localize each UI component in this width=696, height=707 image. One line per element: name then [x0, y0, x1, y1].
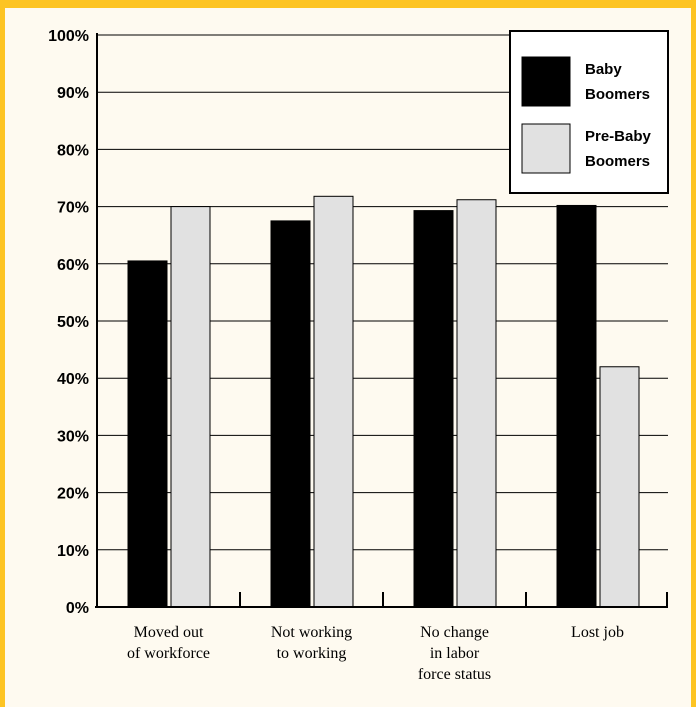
legend-label-baby-boomers-line2: Boomers [585, 86, 650, 103]
bar-pre-baby-boomers [170, 206, 211, 608]
bar-baby-boomers [127, 260, 168, 608]
legend-label-pre-baby-boomers-line1: Pre-Baby [585, 128, 652, 145]
bar-baby-boomers [270, 220, 311, 608]
legend-label-baby-boomers-line1: Baby [585, 61, 622, 78]
x-category-label: No change in labor force status [418, 624, 491, 683]
legend: Baby Boomers Pre-Baby Boomers [509, 30, 669, 194]
y-tick-label: 70% [57, 200, 89, 217]
x-category-labels: Moved out of workforce Not working to worki… [127, 624, 624, 683]
x-category-label: Not working to working [271, 624, 352, 662]
y-tick-label: 80% [57, 142, 89, 159]
y-tick-label: 90% [57, 85, 89, 102]
y-tick-label: 60% [57, 257, 89, 274]
bar-baby-boomers [556, 204, 597, 608]
y-tick-label: 40% [57, 371, 89, 388]
x-category-label: Moved out of workforce [127, 624, 210, 662]
bars [127, 195, 640, 608]
bar-pre-baby-boomers [599, 366, 640, 608]
y-tick-label: 50% [57, 314, 89, 331]
legend-label-pre-baby-boomers-line2: Boomers [585, 153, 650, 170]
legend-swatch-pre-baby-boomers [521, 123, 571, 174]
bar-pre-baby-boomers [456, 199, 497, 608]
bar-pre-baby-boomers [313, 195, 354, 608]
y-tick-label: 20% [57, 486, 89, 503]
y-tick-label: 10% [57, 543, 89, 560]
y-tick-label: 30% [57, 428, 89, 445]
x-category-label: Lost job [571, 624, 624, 641]
y-tick-label: 0% [66, 600, 89, 617]
y-tick-label: 100% [48, 28, 89, 45]
axes [95, 33, 668, 608]
legend-swatch-baby-boomers [521, 56, 571, 107]
bar-baby-boomers [413, 210, 454, 608]
y-tick-labels: 0% 10% 20% 30% 40% 50% 60% 70% 80% 90% 100% [48, 28, 89, 617]
